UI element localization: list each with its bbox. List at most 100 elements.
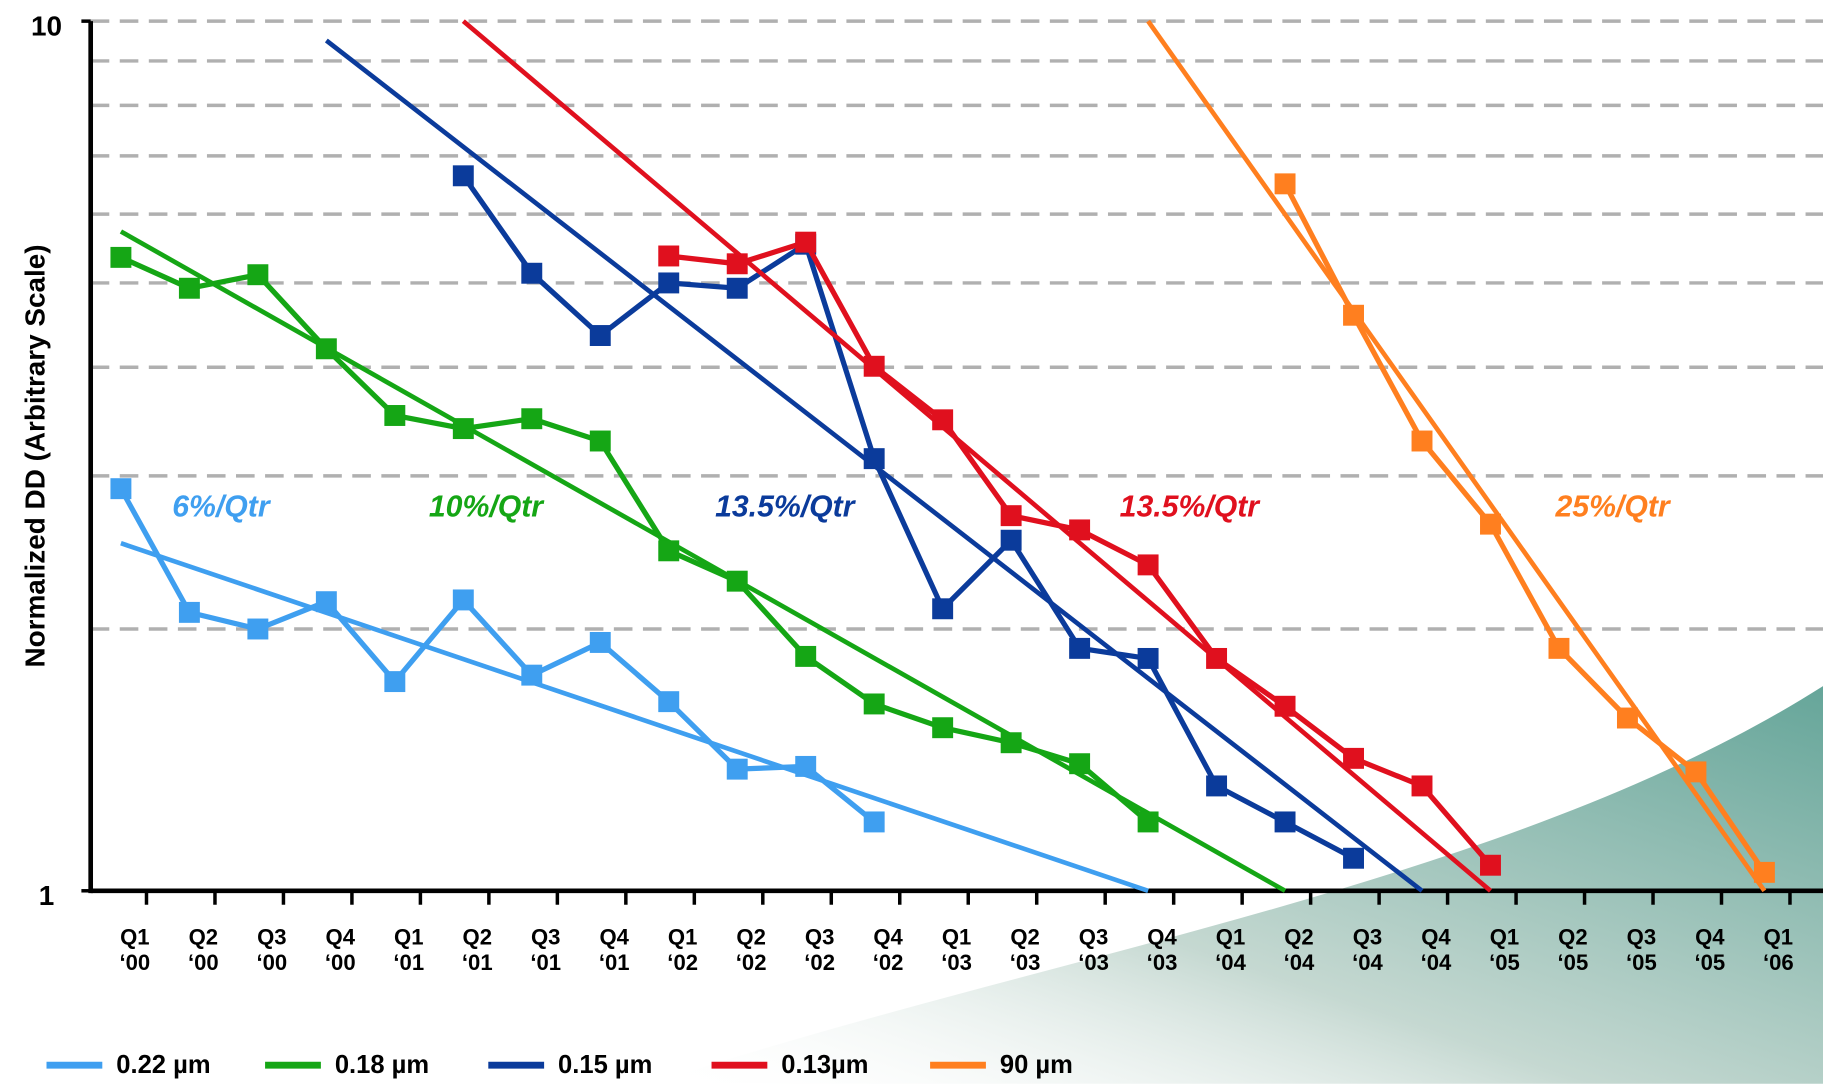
marker xyxy=(1480,854,1501,876)
x-tick-label: Q4 ‘04 xyxy=(1420,925,1452,976)
marker xyxy=(1137,554,1159,576)
x-tick-label: Q2 ‘05 xyxy=(1557,925,1589,976)
x-tick-label: Q2 ‘02 xyxy=(735,925,767,976)
x-tick-label: Q3 ‘03 xyxy=(1078,925,1109,976)
x-tick-label-box: Q4 ‘02 xyxy=(872,925,904,976)
marker xyxy=(1343,747,1364,769)
x-tick-label-box: Q1 ‘04 xyxy=(1215,925,1246,976)
x-tick-label-box: Q2 ‘02 xyxy=(735,925,767,976)
marker xyxy=(1000,732,1022,754)
marker xyxy=(1206,647,1228,669)
marker xyxy=(1000,505,1022,527)
x-tick-label: Q3 ‘01 xyxy=(530,925,562,976)
marker xyxy=(315,338,337,360)
marker xyxy=(1274,695,1296,717)
marker xyxy=(1343,847,1364,869)
marker xyxy=(110,478,132,500)
x-tick-label-box: Q1 ‘01 xyxy=(393,925,425,976)
x-tick-label: Q1 ‘00 xyxy=(119,925,151,976)
series-line xyxy=(119,254,1150,824)
trend-annotation: 25%/Qtr xyxy=(1554,490,1671,523)
x-tick-label-box: Q3 ‘01 xyxy=(530,925,562,976)
marker xyxy=(932,717,954,739)
x-tick-label: Q2 ‘04 xyxy=(1283,925,1315,976)
series-line xyxy=(1282,182,1767,874)
marker xyxy=(1411,775,1433,797)
x-tick-label: Q3 ‘02 xyxy=(804,925,836,976)
marker xyxy=(1274,173,1296,195)
marker xyxy=(1274,811,1296,833)
x-tick-label-box: Q4 ‘04 xyxy=(1420,925,1452,976)
marker xyxy=(658,540,680,562)
x-tick-label-box: Q2 ‘00 xyxy=(188,926,219,976)
marker xyxy=(384,405,406,426)
x-tick-label: Q1 ‘03 xyxy=(941,925,972,976)
marker xyxy=(795,645,817,667)
x-tick-label: Q3 ‘04 xyxy=(1352,925,1383,976)
marker xyxy=(452,589,474,611)
marker xyxy=(247,618,269,640)
marker xyxy=(1137,647,1159,669)
marker xyxy=(726,758,748,780)
marker xyxy=(863,811,885,833)
x-tick-label-box: Q2 ‘05 xyxy=(1557,925,1589,976)
trend-annotation: 13.5%/Qtr xyxy=(1120,490,1262,523)
marker xyxy=(1343,304,1364,326)
x-tick-label: Q3 ‘00 xyxy=(256,925,288,976)
trend-line xyxy=(1146,19,1767,893)
marker xyxy=(178,277,200,299)
marker xyxy=(1685,761,1707,783)
marker xyxy=(795,755,817,777)
marker xyxy=(315,591,337,613)
x-tick-label-box: Q2 ‘01 xyxy=(462,926,493,976)
marker xyxy=(1069,753,1091,775)
marker xyxy=(932,409,954,431)
marker xyxy=(795,231,817,253)
trend-annotation: 13.5%/Qtr xyxy=(715,490,857,523)
y-tick-label: 10 xyxy=(31,10,62,41)
trend-annotation: 10%/Qtr xyxy=(429,490,545,523)
legend-label: 0.13µm xyxy=(781,1051,868,1079)
marker xyxy=(658,691,680,713)
legend-label: 0.15 µm xyxy=(558,1051,652,1079)
x-tick-label-box: Q3 ‘05 xyxy=(1626,925,1657,976)
x-tick-label: Q1 ‘04 xyxy=(1215,925,1246,976)
y-axis-label: Normalized DD (Arbitrary Scale) xyxy=(20,244,51,667)
x-tick-label: Q1 ‘05 xyxy=(1489,925,1520,976)
marker xyxy=(521,408,543,430)
marker xyxy=(1206,775,1228,797)
marker xyxy=(1753,861,1775,883)
x-tick-label: Q4 ‘05 xyxy=(1694,925,1726,976)
x-tick-label-box: Q4 ‘01 xyxy=(598,925,630,976)
marker xyxy=(932,598,954,620)
x-tick-label-box: Q2 ‘03 xyxy=(1009,925,1041,976)
x-tick-label-box: Q1 ‘06 xyxy=(1763,926,1794,976)
marker xyxy=(452,418,474,440)
trend-line xyxy=(461,19,1492,893)
legend-label: 0.22 µm xyxy=(116,1051,210,1079)
marker xyxy=(521,664,543,686)
marker xyxy=(247,264,269,286)
x-tick-label: Q4 ‘03 xyxy=(1146,925,1178,976)
x-tick-label: Q3 ‘05 xyxy=(1626,925,1657,976)
marker xyxy=(589,325,611,346)
trend-line xyxy=(119,229,1287,893)
series-line xyxy=(461,174,1355,861)
x-tick-label: Q4 ‘01 xyxy=(598,925,630,976)
x-tick-label-box: Q1 ‘02 xyxy=(667,925,699,976)
marker xyxy=(521,262,543,284)
y-tick-label: 1 xyxy=(39,880,55,911)
x-tick-label: Q2 ‘03 xyxy=(1009,925,1041,976)
marker xyxy=(1480,513,1501,535)
x-tick-label: Q1 ‘02 xyxy=(667,925,699,976)
marker xyxy=(726,277,748,299)
marker xyxy=(1616,707,1638,729)
x-tick-label-box: Q3 ‘03 xyxy=(1078,925,1109,976)
marker xyxy=(452,165,474,187)
x-tick-label-box: Q4 ‘05 xyxy=(1694,925,1726,976)
x-tick-label: Q4 ‘02 xyxy=(872,925,904,976)
x-tick-label: Q1 ‘01 xyxy=(393,925,425,976)
x-tick-label-box: Q3 ‘04 xyxy=(1352,925,1383,976)
x-tick-label-box: Q1 ‘03 xyxy=(941,925,972,976)
